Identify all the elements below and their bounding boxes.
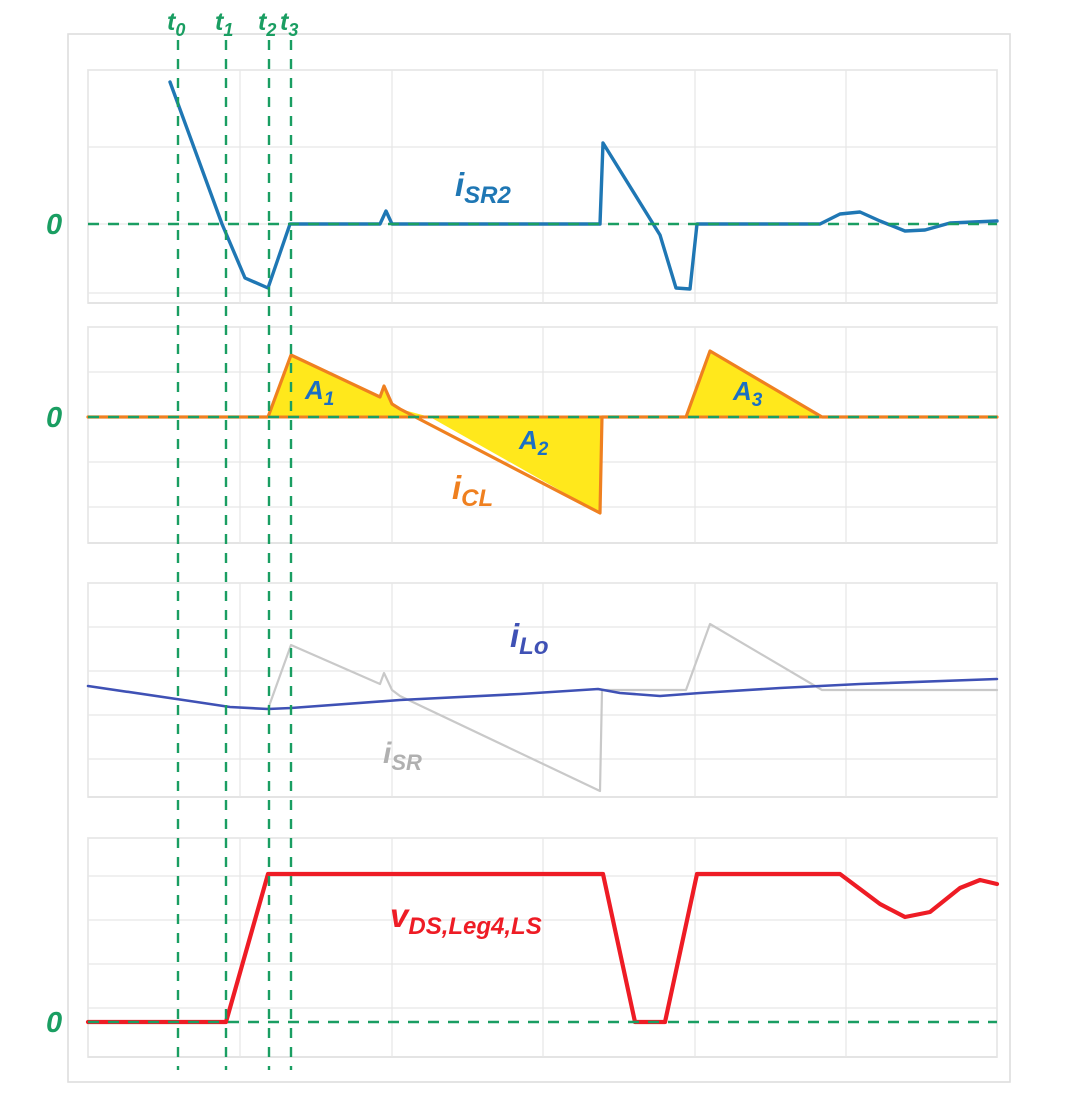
time-marker-label-t3: t3 xyxy=(280,8,298,40)
figure-outer-border xyxy=(67,33,1011,1083)
svg-text:t1: t1 xyxy=(215,8,233,40)
svg-text:t3: t3 xyxy=(280,8,298,40)
area-label-A1: A1 xyxy=(304,375,334,410)
svg-text:iSR: iSR xyxy=(383,737,422,775)
svg-text:iLo: iLo xyxy=(510,617,549,660)
svg-text:t2: t2 xyxy=(258,8,276,40)
signal-label-panel-ilo: iLo xyxy=(510,617,549,660)
series-group xyxy=(85,80,1000,1025)
area-fill-A2 xyxy=(430,417,602,513)
zero-label-panel-vds: 0 xyxy=(46,1007,62,1039)
svg-text:A1: A1 xyxy=(304,375,334,410)
area-label-A2: A2 xyxy=(518,425,549,460)
zero-label-panel-isr2: 0 xyxy=(46,209,62,241)
signal-label-panel-isr2: iSR2 xyxy=(455,166,512,209)
series-i-sr2 xyxy=(168,80,999,291)
time-marker-lines xyxy=(176,40,293,1070)
area-fill-A3 xyxy=(686,351,822,417)
series-i-sr xyxy=(266,622,999,793)
secondary-signal-label-panel-ilo: iSR xyxy=(383,737,422,775)
zero-label-panel-icl: 0 xyxy=(46,402,62,434)
zero-lines xyxy=(88,222,997,1024)
svg-text:iSR2: iSR2 xyxy=(455,166,512,209)
time-marker-label-t0: t0 xyxy=(167,8,185,40)
series-i-cl xyxy=(86,349,999,515)
time-marker-label-t1: t1 xyxy=(215,8,233,40)
area-label-A3: A3 xyxy=(732,376,763,411)
svg-text:iCL: iCL xyxy=(452,469,493,512)
svg-text:A3: A3 xyxy=(732,376,763,411)
svg-text:t0: t0 xyxy=(167,8,185,40)
labels-group: t0 t1 t2 t3 0 0 0 iSR2 iCL A1 A2 A3 iLo iSR vDS,Leg4,L… xyxy=(46,8,763,1039)
signal-label-panel-icl: iCL xyxy=(452,469,493,512)
svg-text:vDS,Leg4,LS: vDS,Leg4,LS xyxy=(390,897,542,940)
series-v-ds-leg4-ls xyxy=(85,871,1000,1025)
time-marker-label-t2: t2 xyxy=(258,8,276,40)
series-i-lo xyxy=(86,677,999,711)
svg-text:A2: A2 xyxy=(518,425,549,460)
signal-label-panel-vds: vDS,Leg4,LS xyxy=(390,897,542,940)
